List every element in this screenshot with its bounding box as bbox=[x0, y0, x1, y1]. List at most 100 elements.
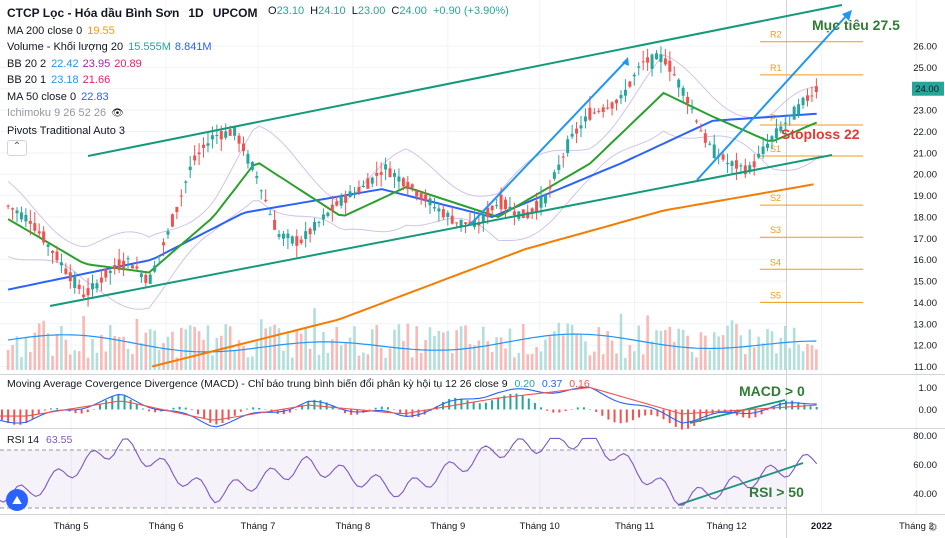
candle-body bbox=[783, 122, 787, 124]
volume-bar bbox=[42, 320, 45, 370]
candle-body bbox=[370, 177, 374, 184]
volume-bar bbox=[499, 337, 503, 370]
volume-bar bbox=[610, 340, 614, 370]
volume-bar bbox=[766, 328, 769, 370]
pivot-label-S2: S2 bbox=[770, 193, 781, 203]
macd-legend[interactable]: Moving Average Covergence Divergence (MA… bbox=[7, 378, 590, 390]
candle-body bbox=[583, 116, 587, 122]
indicator-row[interactable]: Ichimoku 9 26 52 26 👁 bbox=[7, 105, 257, 123]
candle-body bbox=[721, 154, 725, 160]
symbol-row[interactable]: CTCP Lọc - Hóa dầu Bình Sơn 1D UPCOM bbox=[7, 5, 257, 23]
candle-body bbox=[255, 176, 259, 178]
open-label: O bbox=[268, 5, 277, 17]
indicator-value: 22.83 bbox=[81, 90, 109, 103]
volume-bar bbox=[344, 343, 347, 370]
candle-body bbox=[321, 214, 325, 220]
candle-body bbox=[184, 181, 188, 183]
volume-bar bbox=[597, 327, 601, 370]
candle-body bbox=[499, 194, 503, 210]
volume-bar bbox=[188, 325, 192, 370]
volume-bar bbox=[482, 326, 485, 370]
indicator-row[interactable]: MA 200 close 0 19.55 bbox=[7, 23, 257, 40]
candle-body bbox=[726, 163, 730, 165]
candle-body bbox=[575, 128, 579, 134]
volume-bar bbox=[455, 330, 458, 370]
macd-line bbox=[0, 386, 817, 428]
candle-body bbox=[415, 190, 419, 197]
volume-bar bbox=[424, 340, 427, 370]
candle-body bbox=[743, 165, 747, 175]
candle-body bbox=[690, 108, 694, 110]
macd-histogram-bar bbox=[687, 409, 690, 429]
candle-body bbox=[170, 214, 174, 227]
volume-bar bbox=[140, 342, 143, 370]
volume-bar bbox=[122, 336, 125, 370]
volume-ma-line bbox=[8, 333, 817, 353]
indicator-label: MA 50 close 0 bbox=[7, 90, 77, 103]
volume-bar bbox=[251, 356, 254, 370]
indicator-row[interactable]: Pivots Traditional Auto 3 bbox=[7, 123, 257, 140]
candle-body bbox=[304, 231, 308, 240]
volume-bar bbox=[730, 320, 734, 370]
volume-bar bbox=[237, 340, 241, 370]
settings-gear-icon[interactable]: ⚙ bbox=[928, 522, 938, 534]
indicator-row[interactable]: BB 20 2 22.42 23.95 20.89 bbox=[7, 56, 257, 73]
indicator-row[interactable]: MA 50 close 0 22.83 bbox=[7, 89, 257, 106]
indicator-value: 19.55 bbox=[87, 24, 115, 37]
change-value: +0.90 (+3.90%) bbox=[432, 5, 509, 17]
volume-bar bbox=[273, 324, 276, 370]
interval[interactable]: 1D bbox=[188, 6, 204, 20]
volume-bar bbox=[601, 354, 605, 370]
indicator-row[interactable]: Volume - Khối lượng 20 15.555M 8.841M bbox=[7, 39, 257, 56]
volume-bar bbox=[566, 323, 569, 370]
candle-body bbox=[646, 57, 650, 63]
volume-bar bbox=[699, 332, 703, 370]
collapse-legend-button[interactable]: ⌃ bbox=[7, 140, 27, 156]
macd-histogram-bar bbox=[570, 408, 573, 410]
volume-bar bbox=[91, 339, 94, 370]
volume-bar bbox=[704, 335, 707, 370]
high-value: 24.10 bbox=[318, 5, 346, 17]
volume-bar bbox=[748, 329, 752, 370]
time-tick-label: Tháng 9 bbox=[430, 521, 465, 532]
price-tick-label: 13.00 bbox=[913, 319, 937, 330]
macd-histogram-bar bbox=[803, 404, 806, 410]
candle-body bbox=[113, 265, 117, 270]
candle-body bbox=[91, 283, 95, 290]
candle-body bbox=[761, 146, 765, 155]
indicator-label: MA 200 close 0 bbox=[7, 24, 83, 37]
volume-bar bbox=[175, 357, 179, 370]
low-label: L bbox=[351, 5, 358, 17]
ohlc-readout: O23.10 H24.10 L23.00 C24.00 +0.90 (+3.90… bbox=[268, 5, 512, 17]
candle-body bbox=[659, 54, 663, 63]
candle-body bbox=[335, 201, 339, 206]
candle-body bbox=[730, 161, 734, 166]
symbol-name: CTCP Lọc - Hóa dầu Bình Sơn bbox=[7, 6, 180, 20]
volume-bar bbox=[202, 339, 205, 370]
volume-bar bbox=[264, 328, 267, 370]
rsi-legend[interactable]: RSI 14 63.55 bbox=[7, 434, 72, 446]
indicator-row[interactable]: BB 20 1 23.18 21.66 bbox=[7, 72, 257, 89]
candle-body bbox=[655, 53, 659, 60]
hidden-eye-icon[interactable]: 👁 bbox=[111, 108, 124, 119]
candle-body bbox=[512, 211, 516, 216]
volume-bar bbox=[313, 308, 316, 370]
tradingview-logo-icon[interactable]: ⛰ bbox=[6, 489, 28, 511]
time-tick-label: Tháng 7 bbox=[241, 521, 276, 532]
volume-bar bbox=[317, 354, 321, 370]
candle-body bbox=[357, 187, 361, 193]
candle-body bbox=[122, 260, 126, 268]
volume-bar bbox=[322, 332, 325, 370]
candle-body bbox=[752, 161, 756, 168]
volume-bar bbox=[739, 335, 743, 370]
volume-bar bbox=[375, 325, 379, 370]
macd-hist-value: 0.20 bbox=[514, 378, 535, 390]
candle-body bbox=[228, 129, 232, 136]
macd-histogram-bar bbox=[13, 409, 16, 425]
price-tick-label: 21.00 bbox=[913, 148, 937, 159]
candle-body bbox=[504, 199, 508, 209]
macd-histogram-bar bbox=[221, 409, 224, 424]
volume-bar bbox=[779, 337, 783, 370]
volume-bar bbox=[593, 351, 596, 370]
